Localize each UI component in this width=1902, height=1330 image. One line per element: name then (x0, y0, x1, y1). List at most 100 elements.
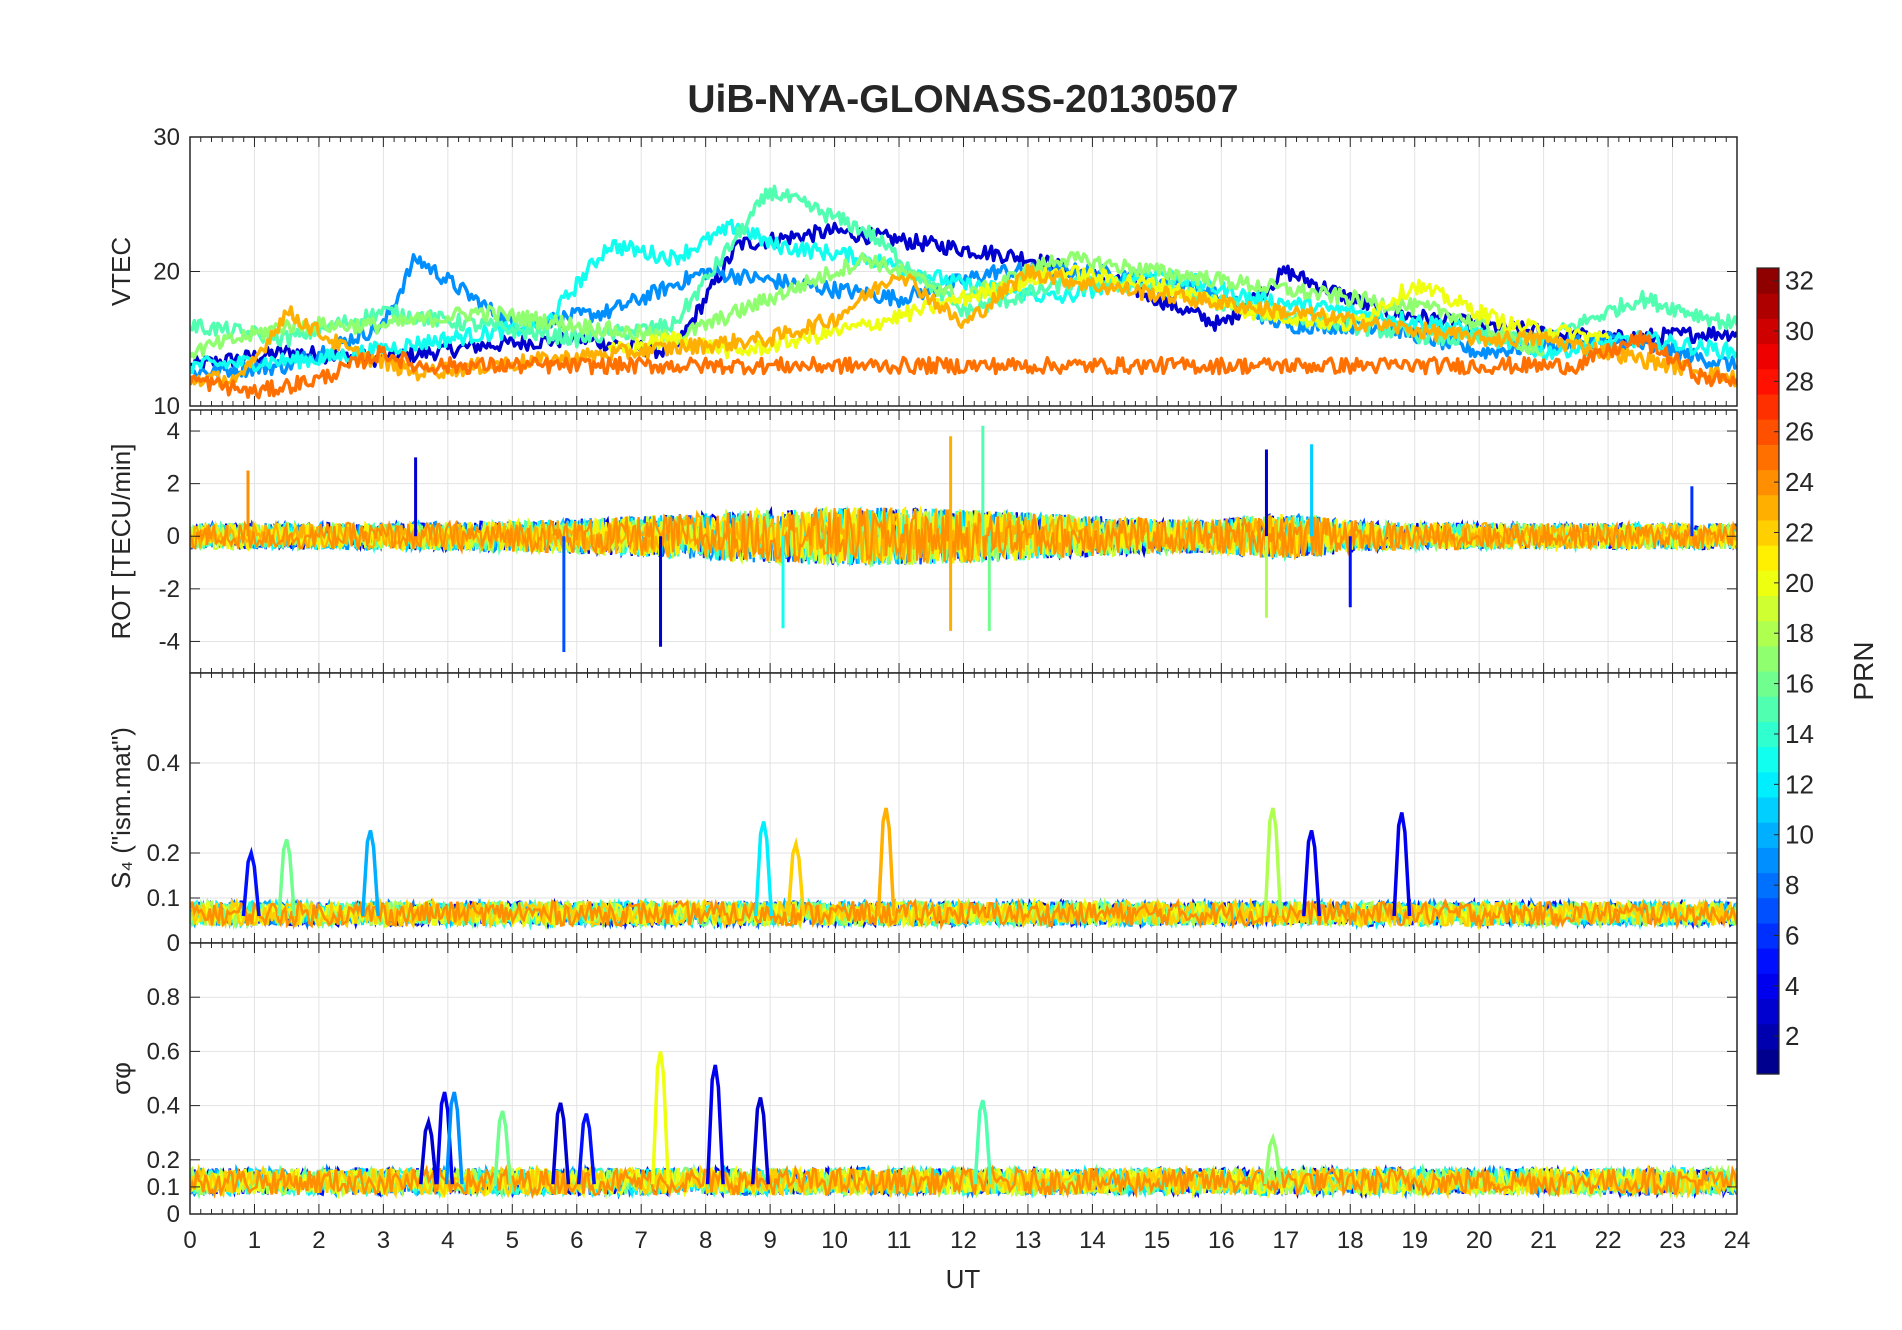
series-line-prn-15 (190, 505, 1737, 568)
colorbar-bin (1757, 595, 1779, 622)
colorbar-bin (1757, 721, 1779, 748)
y-tick-label: -2 (159, 576, 180, 603)
colorbar-bin (1757, 998, 1779, 1025)
x-tick-label: 14 (1079, 1227, 1106, 1254)
spike-prn-4 (705, 1064, 725, 1185)
x-tick-label: 24 (1724, 1227, 1751, 1254)
x-tick-label: 5 (506, 1227, 519, 1254)
series-vtec (190, 184, 1737, 400)
colorbar-tick-label: 16 (1785, 669, 1814, 699)
colorbar-tick-label: 30 (1785, 316, 1814, 346)
panel-sigma-phi: 00.10.2 0.4 0.6 0.8 σφ (106, 942, 1738, 1228)
colorbar-bin (1757, 671, 1779, 697)
x-tick-label: 21 (1530, 1227, 1557, 1254)
colorbar-tick-label: 2 (1785, 1021, 1799, 1051)
colorbar-tick-label: 22 (1785, 517, 1814, 547)
x-axis-label: UT (946, 1264, 981, 1294)
spike-prn-3 (419, 1115, 438, 1185)
colorbar-tick-label: 20 (1785, 568, 1814, 598)
colorbar-tick-label: 6 (1785, 920, 1799, 950)
colorbar-frame (1756, 267, 1780, 1075)
spike-prn-23 (876, 807, 896, 917)
colorbar-bin (1757, 822, 1779, 848)
colorbar-bin (1757, 268, 1779, 294)
y-tick-label: 30 (153, 124, 180, 151)
colorbar-tick-label: 26 (1785, 417, 1814, 447)
colorbar-bin (1757, 293, 1779, 319)
x-tick-label: 1 (248, 1227, 261, 1254)
series-line-prn-20 (607, 264, 1610, 360)
x-tick-label: 0 (183, 1227, 196, 1254)
y-tick-label: 10 (153, 393, 180, 420)
panel-s4: 0 0.1 0.2 0.4 S₄ ("ism.mat") (106, 672, 1738, 957)
x-tick-label: 7 (635, 1227, 648, 1254)
spike-prn-9 (444, 1091, 464, 1185)
spike-prn-22 (786, 837, 806, 917)
colorbar-bin (1757, 771, 1779, 798)
panel-vtec: 10 20 30 VTEC (106, 124, 1738, 420)
colorbar-bin (1757, 696, 1779, 722)
y-tick-label: 0.2 (147, 1147, 180, 1174)
y-axis-label-sigma-phi: σφ (106, 1062, 136, 1095)
colorbar-bin (1757, 1048, 1779, 1075)
colorbar-bin (1757, 545, 1779, 571)
x-tick-label: 2 (312, 1227, 325, 1254)
x-tick-label: 10 (821, 1227, 848, 1254)
y-tick-label: 0 (167, 930, 180, 957)
series-line-prn-17 (190, 250, 1545, 360)
colorbar-bin (1757, 368, 1779, 395)
x-tick-label: 16 (1208, 1227, 1235, 1254)
colorbar-bin (1757, 570, 1779, 597)
colorbar-tick-label: 4 (1785, 971, 1799, 1001)
spike-prn-16 (493, 1110, 513, 1185)
series-line-prn-24 (190, 507, 1737, 564)
x-tick-label: 18 (1337, 1227, 1364, 1254)
y-tick-label: 4 (167, 418, 180, 445)
y-tick-label: 0.4 (147, 1093, 180, 1120)
colorbar-bin (1757, 948, 1779, 974)
colorbar-bin (1757, 444, 1779, 471)
y-tick-label: 20 (153, 259, 180, 286)
x-tick-label: 4 (441, 1227, 454, 1254)
y-tick-label: 0.1 (147, 1174, 180, 1201)
colorbar-bin (1757, 469, 1779, 496)
spike-prn-4 (1302, 830, 1322, 917)
x-tick-label: 13 (1015, 1227, 1042, 1254)
x-tick-label: 3 (377, 1227, 390, 1254)
spike-prn-12 (754, 821, 774, 917)
colorbar-bin (1757, 343, 1779, 370)
ticks-sigma-phi (189, 943, 1738, 1215)
colorbar-bin (1757, 796, 1779, 823)
panel-rot: -4 -2 0 2 4 ROT [TECU/min] (106, 409, 1738, 674)
x-tick-label: 22 (1595, 1227, 1622, 1254)
colorbar-tick-label: 12 (1785, 769, 1814, 799)
colorbar-tick-label: 18 (1785, 618, 1814, 648)
x-tick-label: 9 (763, 1227, 776, 1254)
y-tick-label: 2 (167, 471, 180, 498)
y-tick-label: 0.2 (147, 840, 180, 867)
y-tick-label: 0.4 (147, 750, 180, 777)
colorbar-label: PRN (1848, 641, 1879, 700)
colorbar-bin (1757, 393, 1779, 420)
x-tick-label: 6 (570, 1227, 583, 1254)
series-line-prn-15 (190, 184, 1737, 349)
colorbar-tick-label: 14 (1785, 719, 1814, 749)
ticks-s4 (189, 673, 1738, 944)
spike-prn-5 (576, 1113, 596, 1185)
x-tick-label: 11 (887, 1227, 912, 1254)
colorbar-tick-label: 10 (1785, 820, 1814, 850)
colorbar-bin (1757, 922, 1779, 949)
y-axis-label-rot: ROT [TECU/min] (106, 444, 136, 640)
x-tick-label: 15 (1144, 1227, 1171, 1254)
x-tick-label: 20 (1466, 1227, 1493, 1254)
colorbar-bin (1757, 318, 1779, 345)
colorbar-bin (1757, 847, 1779, 874)
series-s4 (190, 807, 1737, 931)
ticks-rot (189, 410, 1738, 673)
colorbar-bin (1757, 620, 1779, 647)
colorbar-tick-label: 24 (1785, 467, 1814, 497)
colorbar-bin (1757, 872, 1779, 899)
colorbar-bin (1757, 1023, 1779, 1050)
y-tick-label: 0.1 (147, 885, 180, 912)
